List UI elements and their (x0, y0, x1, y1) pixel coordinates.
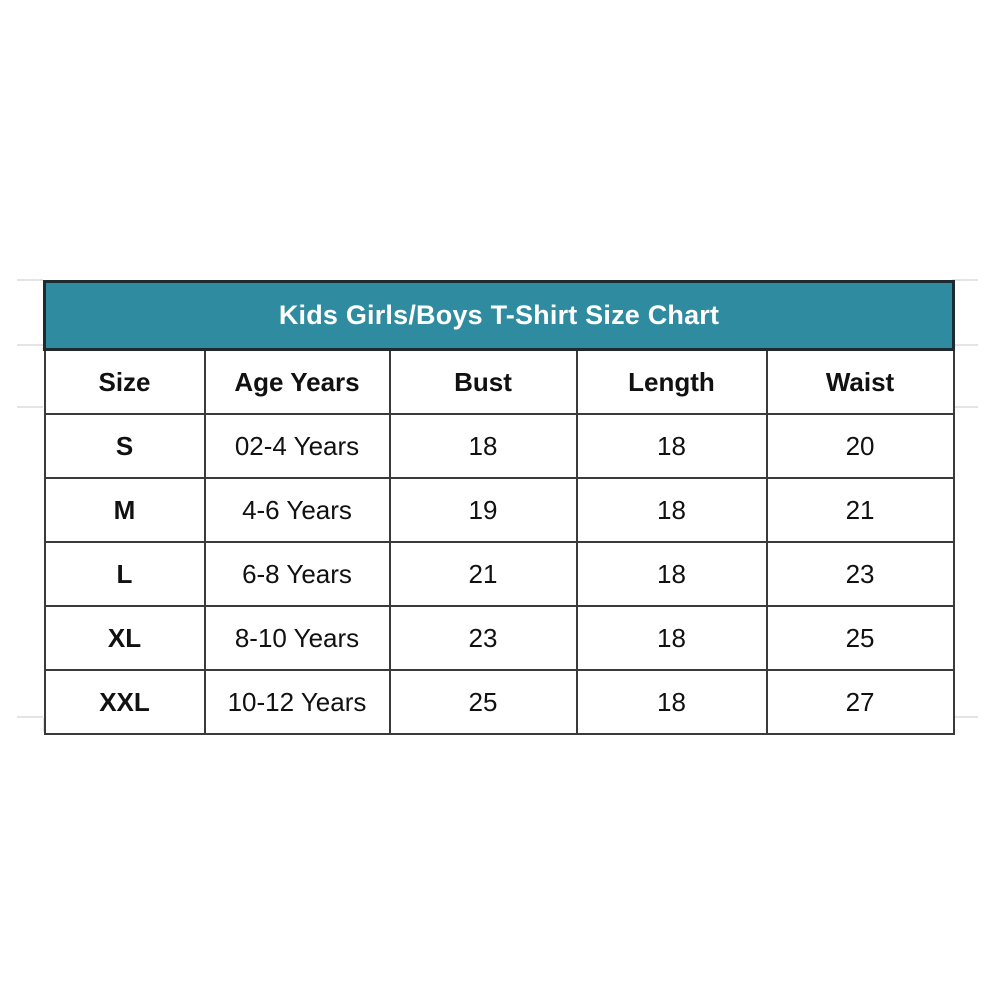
gridline-stub (952, 716, 978, 718)
cell-age: 6-8 Years (203, 541, 391, 607)
cell-bust: 18 (388, 413, 578, 479)
cell-age: 10-12 Years (203, 669, 391, 735)
cell-age: 8-10 Years (203, 605, 391, 671)
cell-bust: 25 (388, 669, 578, 735)
cell-size: L (43, 541, 206, 607)
chart-title: Kids Girls/Boys T-Shirt Size Chart (42, 280, 956, 351)
size-chart-table: Kids Girls/Boys T-Shirt Size Chart Size … (42, 280, 956, 735)
column-header-bust: Bust (388, 348, 578, 415)
table-row: L 6-8 Years 21 18 23 (43, 541, 955, 607)
cell-length: 18 (575, 541, 768, 607)
cell-length: 18 (575, 669, 768, 735)
table-header-row: Size Age Years Bust Length Waist (43, 348, 955, 415)
table-row: XL 8-10 Years 23 18 25 (43, 605, 955, 671)
gridline-stub (17, 344, 43, 346)
gridline-stub (17, 279, 43, 281)
column-header-age-years: Age Years (203, 348, 391, 415)
column-header-waist: Waist (765, 348, 955, 415)
cell-size: XL (43, 605, 206, 671)
table-row: M 4-6 Years 19 18 21 (43, 477, 955, 543)
column-header-length: Length (575, 348, 768, 415)
cell-bust: 23 (388, 605, 578, 671)
cell-age: 4-6 Years (203, 477, 391, 543)
cell-age: 02-4 Years (203, 413, 391, 479)
chart-title-row: Kids Girls/Boys T-Shirt Size Chart (42, 280, 956, 351)
cell-waist: 23 (765, 541, 955, 607)
cell-bust: 19 (388, 477, 578, 543)
cell-waist: 27 (765, 669, 955, 735)
size-chart-container: Kids Girls/Boys T-Shirt Size Chart Size … (42, 280, 956, 735)
table-row: S 02-4 Years 18 18 20 (43, 413, 955, 479)
cell-waist: 25 (765, 605, 955, 671)
cell-size: M (43, 477, 206, 543)
gridline-stub (952, 344, 978, 346)
cell-size: S (43, 413, 206, 479)
table-row: XXL 10-12 Years 25 18 27 (43, 669, 955, 735)
cell-waist: 21 (765, 477, 955, 543)
gridline-stub (952, 406, 978, 408)
cell-waist: 20 (765, 413, 955, 479)
cell-length: 18 (575, 477, 768, 543)
cell-size: XXL (43, 669, 206, 735)
cell-bust: 21 (388, 541, 578, 607)
column-header-size: Size (43, 348, 206, 415)
cell-length: 18 (575, 413, 768, 479)
gridline-stub (17, 716, 43, 718)
gridline-stub (952, 279, 978, 281)
cell-length: 18 (575, 605, 768, 671)
gridline-stub (17, 406, 43, 408)
